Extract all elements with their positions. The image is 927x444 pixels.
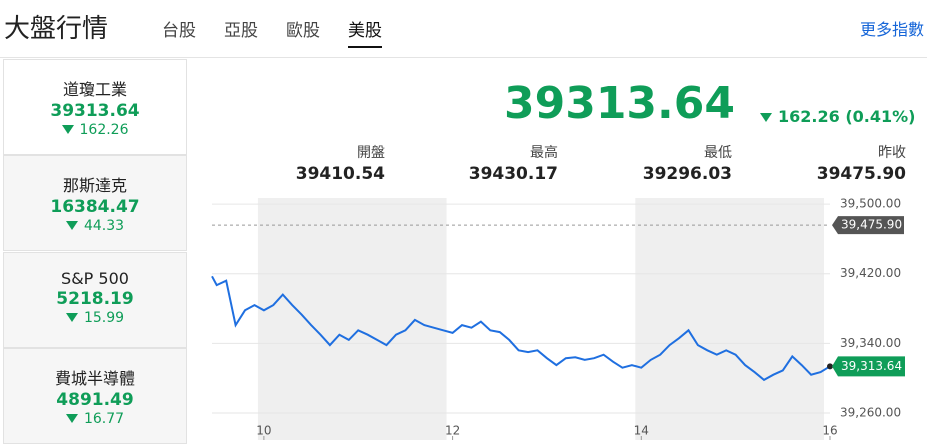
x-tick-label: 10 bbox=[256, 424, 271, 438]
x-tick-label: 14 bbox=[634, 424, 649, 438]
more-link[interactable]: 更多指數 bbox=[860, 20, 925, 39]
index-name: 那斯達克 bbox=[62, 176, 127, 195]
tab-active[interactable]: 美股 bbox=[348, 16, 382, 48]
index-item[interactable]: 道瓊工業 39313.64 162.26 bbox=[3, 59, 187, 155]
tab[interactable]: 歐股 bbox=[286, 21, 320, 41]
index-change: 44.33 bbox=[4, 218, 186, 234]
down-icon bbox=[65, 313, 78, 322]
down-icon bbox=[760, 113, 772, 122]
stat-value: 39296.03 bbox=[642, 164, 732, 184]
quote-change: 162.26 (0.41%) bbox=[760, 107, 915, 126]
change-text: 15.99 bbox=[83, 310, 125, 326]
session-shade bbox=[257, 198, 447, 440]
stat-label: 最高 bbox=[530, 145, 558, 161]
stat: 開盤 39410.54 bbox=[235, 142, 385, 184]
divider bbox=[0, 57, 927, 58]
last-dot bbox=[827, 363, 833, 370]
change-text: 44.33 bbox=[83, 218, 125, 234]
stat-label: 開盤 bbox=[357, 145, 385, 161]
index-name: 道瓊工業 bbox=[62, 80, 127, 99]
down-icon bbox=[65, 221, 78, 230]
index-value: 16384.47 bbox=[50, 197, 140, 217]
y-tick-label: 39,260.00 bbox=[840, 406, 901, 420]
index-value: 39313.64 bbox=[50, 101, 140, 121]
stat-label: 昨收 bbox=[878, 145, 906, 161]
x-tick-label: 12 bbox=[445, 424, 460, 438]
stat-value: 39410.54 bbox=[295, 164, 385, 184]
reference-tag bbox=[832, 216, 904, 235]
stat: 最低 39296.03 bbox=[582, 142, 732, 184]
quote-value: 39313.64 bbox=[503, 78, 735, 129]
y-tick-label: 39,340.00 bbox=[840, 336, 901, 350]
x-tick-label: 16 bbox=[822, 424, 837, 438]
change-text: 162.26 bbox=[79, 122, 129, 138]
y-tick-label: 39,420.00 bbox=[840, 266, 901, 280]
last-tag bbox=[832, 356, 905, 377]
price-line bbox=[211, 275, 831, 382]
change-text: 162.26 (0.41%) bbox=[778, 107, 916, 126]
last-label: 39,313.64 bbox=[841, 359, 902, 373]
index-change: 15.99 bbox=[4, 310, 186, 326]
stat: 昨收 39475.90 bbox=[756, 142, 906, 184]
index-item[interactable]: S&P 500 5218.19 15.99 bbox=[3, 252, 187, 348]
down-icon bbox=[61, 125, 74, 134]
stat-value: 39475.90 bbox=[816, 164, 906, 184]
index-change: 162.26 bbox=[4, 122, 186, 138]
index-name: 費城半導體 bbox=[54, 369, 135, 388]
down-icon bbox=[65, 414, 78, 423]
stat-label: 最低 bbox=[704, 145, 732, 161]
reference-label: 39,475.90 bbox=[841, 218, 902, 232]
index-item[interactable]: 費城半導體 4891.49 16.77 bbox=[3, 348, 187, 444]
page-title: 大盤行情 bbox=[4, 14, 109, 44]
index-name: S&P 500 bbox=[61, 269, 129, 288]
tab[interactable]: 台股 bbox=[162, 21, 196, 41]
tab[interactable]: 亞股 bbox=[224, 21, 258, 41]
stat: 最高 39430.17 bbox=[408, 142, 558, 184]
index-item[interactable]: 那斯達克 16384.47 44.33 bbox=[3, 155, 187, 251]
session-shade bbox=[635, 198, 824, 440]
y-tick-label: 39,500.00 bbox=[840, 197, 901, 211]
change-text: 16.77 bbox=[83, 411, 125, 427]
index-value: 5218.19 bbox=[56, 289, 134, 309]
index-value: 4891.49 bbox=[56, 390, 134, 410]
index-change: 16.77 bbox=[4, 411, 186, 427]
stat-value: 39430.17 bbox=[468, 164, 558, 184]
